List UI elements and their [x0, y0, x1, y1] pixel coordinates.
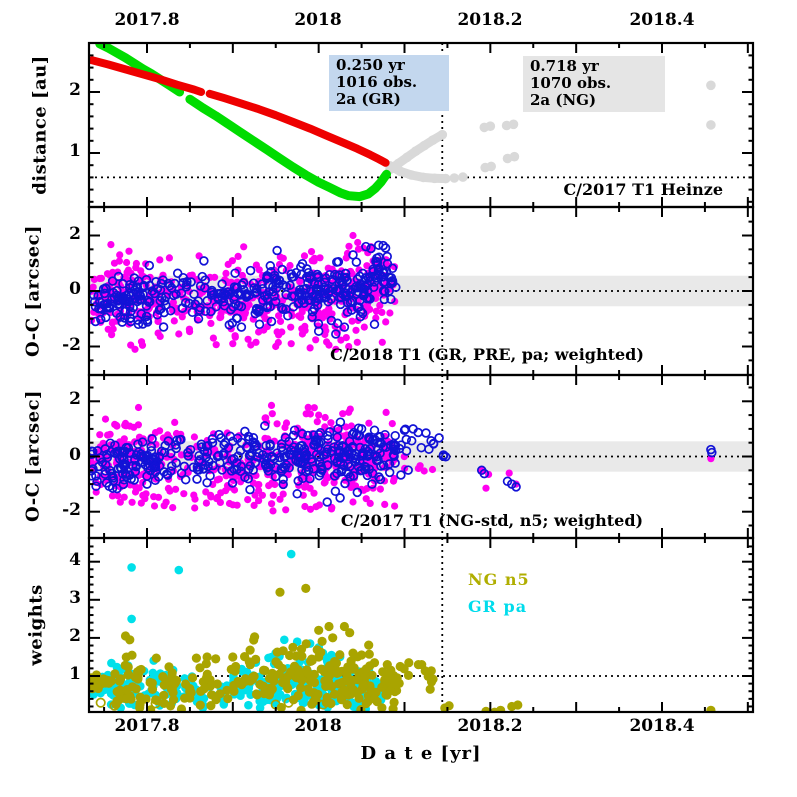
oc-gr-panel-y-tick-label: 0	[69, 279, 81, 299]
top-x-tick-label: 2018.4	[629, 10, 695, 30]
y-axis-title-distance: distance [au]	[29, 55, 51, 195]
bottom-x-tick-label: 2018.4	[629, 716, 695, 736]
distance-panel-y-tick-label: 1	[69, 141, 81, 161]
ng-arc-model: 2a (NG)	[530, 91, 597, 109]
ng-arc-info-box: 0.718 yr 1070 obs. 2a (NG)	[523, 56, 665, 112]
weights-panel-plot-area	[90, 539, 752, 711]
distance-panel-plot-area	[90, 44, 752, 206]
gr-arc-span: 0.250 yr	[336, 56, 405, 74]
weights-panel-y-tick-label: 3	[69, 587, 81, 608]
ng-solution-label: C/2017 T1 (NG-std, n5; weighted)	[340, 511, 644, 530]
gr-arc-info-box: 0.250 yr 1016 obs. 2a (GR)	[329, 55, 449, 111]
weights-panel-frame	[87, 536, 755, 714]
top-x-tick-label: 2018	[294, 10, 342, 30]
n5-residuals-blue-open	[90, 417, 717, 507]
top-x-tick-label: 2017.8	[114, 10, 180, 30]
weights-panel-y-tick-label: 1	[69, 664, 81, 684]
bottom-x-tick-label: 2018	[294, 716, 342, 736]
bottom-x-tick-label: 2018.2	[457, 716, 523, 736]
comet-name-label: C/2017 T1 Heinze	[563, 180, 723, 199]
gr-arc-model: 2a (GR)	[336, 90, 401, 108]
heliocentric-distance-red	[90, 56, 390, 167]
top-x-tick-label: 2018.2	[457, 10, 523, 30]
oc-gr-panel-plot-area	[90, 208, 752, 374]
pa-residuals-blue-open	[90, 240, 401, 339]
oc-gr-panel-y-tick-label: 2	[69, 223, 81, 244]
y-axis-title-oc-ng: O-C [arcsec]	[22, 389, 44, 523]
legend-ng-n5: NG n5	[468, 570, 530, 589]
bottom-x-tick-label: 2017.8	[114, 716, 180, 736]
weights-panel-y-tick-label: 4	[69, 549, 81, 570]
gr-arc-obs-count: 1016 obs.	[336, 73, 418, 91]
y-axis-title-weights: weights	[25, 584, 47, 666]
oc-ng-panel-plot-area	[90, 376, 752, 537]
ng-n5-weights-olive	[90, 583, 716, 711]
y-axis-title-oc-gr: O-C [arcsec]	[22, 224, 44, 358]
ng-arc-obs-count: 1070 obs.	[530, 74, 612, 92]
oc-ng-panel-y-tick-label: -2	[62, 499, 81, 520]
oc-gr-panel-y-tick-label: -2	[62, 334, 81, 355]
weights-panel-y-tick-label: 2	[69, 625, 81, 646]
oc-ng-panel-y-tick-label: 2	[69, 389, 81, 410]
predicted-ephemeris-gray	[385, 80, 716, 184]
x-axis-title: D a t e [yr]	[360, 743, 482, 764]
legend-gr-pa: GR pa	[468, 597, 528, 616]
distance-panel-y-tick-label: 2	[69, 80, 81, 100]
oc-ng-panel-y-tick-label: 0	[69, 444, 81, 465]
gr-solution-label: C/2018 T1 (GR, PRE, pa; weighted)	[330, 345, 644, 364]
ng-arc-span: 0.718 yr	[530, 57, 599, 75]
